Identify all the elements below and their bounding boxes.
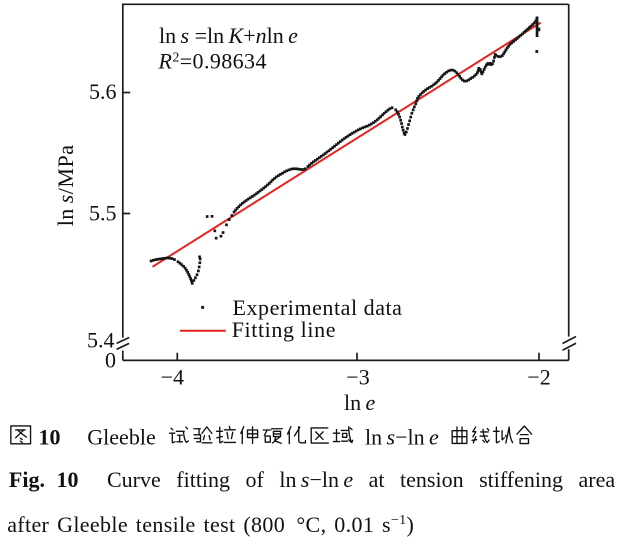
svg-text:5.4: 5.4 bbox=[87, 327, 115, 352]
svg-text:ln e: ln e bbox=[344, 390, 376, 415]
svg-text:−3: −3 bbox=[346, 365, 369, 390]
svg-text:Gleeble: Gleeble bbox=[87, 425, 155, 450]
svg-text:ln s−ln e: ln s−ln e bbox=[365, 425, 439, 450]
svg-text:Experimental data: Experimental data bbox=[233, 295, 403, 320]
svg-text:R2=0.98634: R2=0.98634 bbox=[158, 49, 267, 74]
svg-text:ln s =ln K+nln e: ln s =ln K+nln e bbox=[159, 23, 298, 48]
svg-text:Fig.: Fig. bbox=[9, 467, 45, 492]
svg-text:−4: −4 bbox=[161, 365, 184, 390]
svg-text:ln s/MPa: ln s/MPa bbox=[53, 145, 78, 227]
svg-text:0: 0 bbox=[105, 348, 116, 373]
svg-text:5.6: 5.6 bbox=[89, 79, 117, 104]
svg-text:10: 10 bbox=[39, 425, 61, 450]
svg-text:after Gleeble tensile test (80: after Gleeble tensile test (800 °C, 0.01… bbox=[7, 512, 414, 537]
svg-text:5.5: 5.5 bbox=[89, 201, 117, 226]
svg-text:10: 10 bbox=[57, 467, 79, 492]
svg-text:Curve fitting of ln s−ln e at: Curve fitting of ln s−ln e at tension st… bbox=[107, 467, 615, 492]
svg-text:Fitting line: Fitting line bbox=[232, 317, 336, 342]
svg-text:−2: −2 bbox=[527, 365, 550, 390]
